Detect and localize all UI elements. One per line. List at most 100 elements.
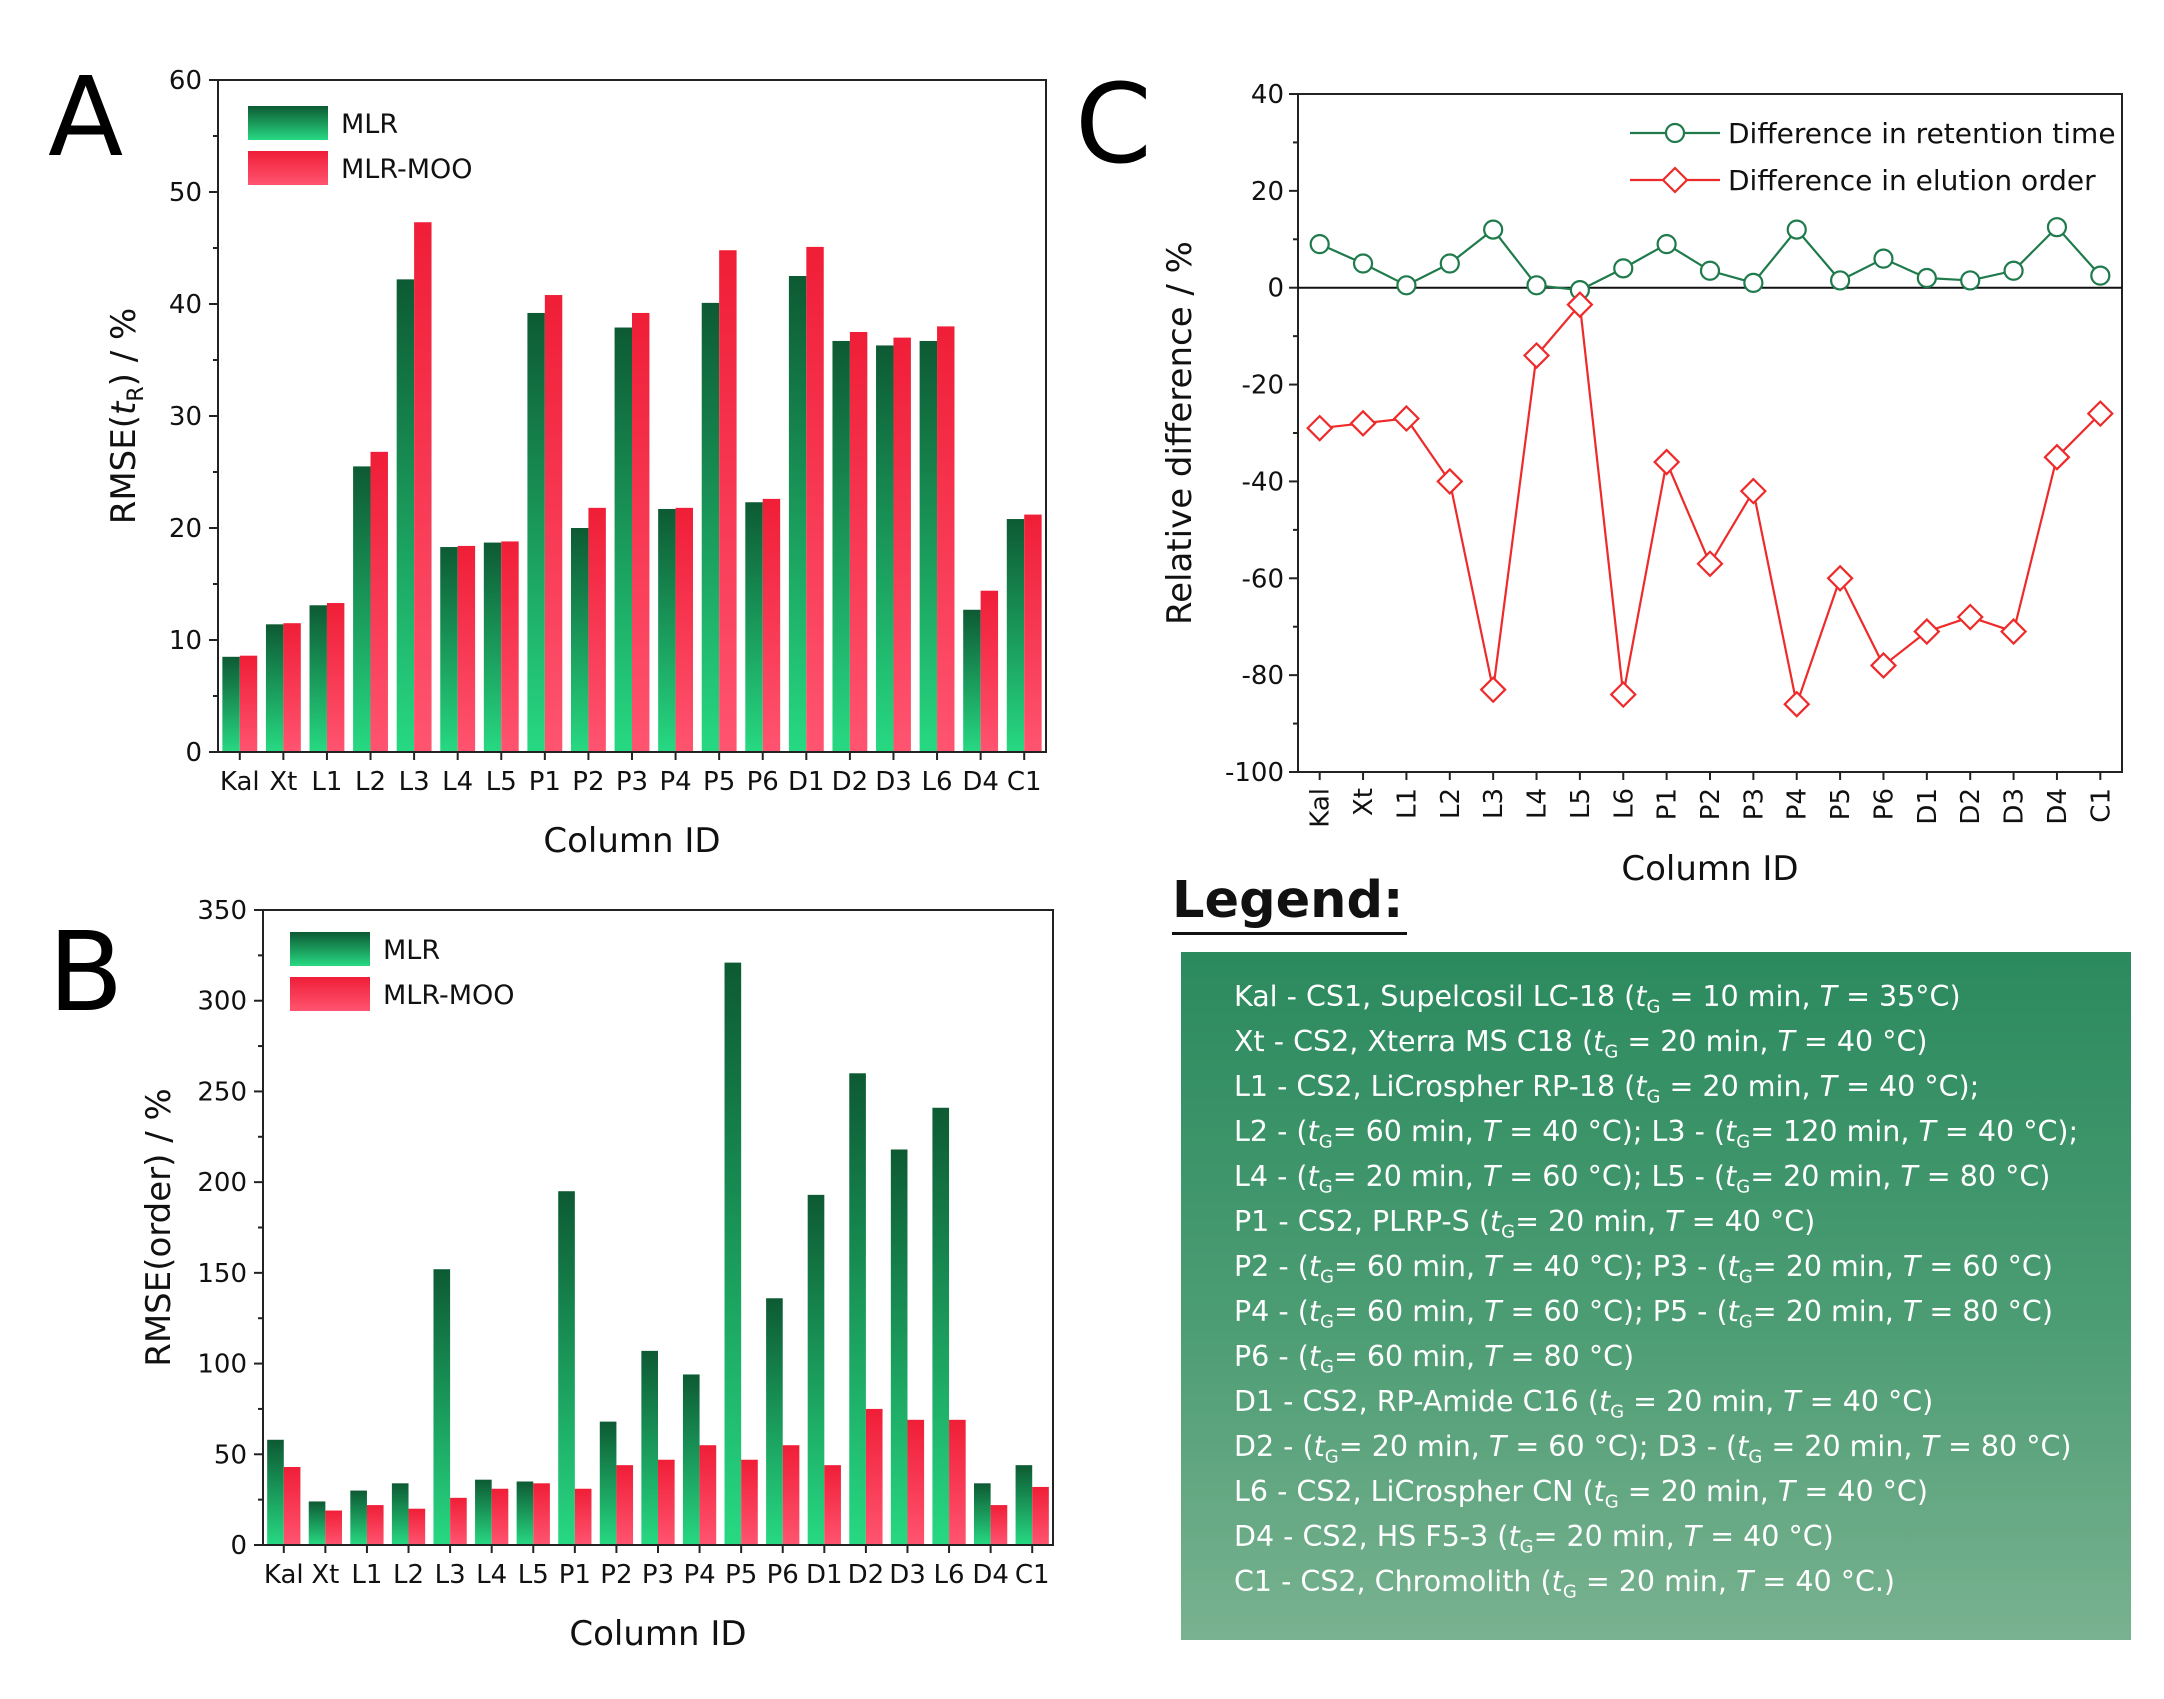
y-tick-label: 200 [197,1168,247,1198]
legend-entry-text: = 20 min, [1762,1430,1922,1463]
x-tick-label: L6 [1609,788,1639,819]
bar-mlr-l1 [350,1490,367,1545]
legend-entry-subscript: G [1736,1176,1751,1198]
legend-entry: C1 - CS2, Chromolith (tG = 20 min, T = 4… [1234,1559,2131,1604]
bar-mlr-moo-d4 [990,1505,1008,1545]
bar-mlr-moo-p4 [675,507,694,752]
legend-entry-text: T [1665,1205,1683,1238]
legend-entry-subscript: G [1610,1401,1625,1423]
bar-mlr-d1 [807,1194,825,1545]
legend-entry: P1 - CS2, PLRP-S (tG= 20 min, T = 40 °C) [1234,1199,2131,1244]
bar-mlr-moo-p6 [782,1445,800,1545]
point-retention-l2 [1439,253,1460,274]
bar-mlr-l6 [919,340,938,752]
legend-entry-text: = 80 °C) [1938,1430,2072,1463]
x-tick-label: L4 [1523,788,1553,819]
bar-mlr-p3 [614,327,632,752]
bar-mlr-moo-d2 [849,332,868,752]
legend-label: MLR [383,935,440,966]
bar-mlr-moo-p4 [699,1445,717,1545]
point-retention-d2 [1960,270,1981,291]
legend-entry-text: T [1482,1115,1501,1148]
x-tick-label: P3 [1739,788,1769,820]
legend-entry: L4 - (tG= 20 min, T = 60 °C); L5 - (tG= … [1234,1154,2131,1199]
x-tick-label: P5 [703,767,735,797]
legend-swatch-mlr-moo [290,977,370,1011]
x-tick-label: P3 [642,1560,674,1590]
legend-title: Legend: [1172,870,1408,935]
legend-entry-text: = 20 min, [1660,1070,1820,1103]
legend-entry-text: T [1921,1430,1939,1463]
legend-entry-text: = 20 min, [1618,1475,1778,1508]
legend-entry-subscript: G [1736,1131,1751,1153]
point-retention-p1 [1656,234,1677,255]
legend-entry-subscript: G [1318,1176,1333,1198]
point-elution-xt [1349,409,1377,437]
x-tick-label: Xt [269,767,297,797]
legend-label: MLR-MOO [383,980,515,1011]
legend-entry: L1 - CS2, LiCrospher RP-18 (tG = 20 min,… [1234,1064,2131,1109]
legend-entry-text: = 40 °C) [1795,1475,1928,1508]
x-tick-label: D1 [806,1560,843,1590]
legend-swatch-mlr-moo [248,151,328,185]
legend-entry-text: = 60 min, [1333,1295,1485,1328]
x-tick-label: P4 [683,1560,715,1590]
y-tick-label: 20 [1251,177,1284,207]
legend-entry-subscript: G [1501,1221,1516,1243]
point-elution-l6 [1609,680,1637,709]
legend-entry-text: t [1635,980,1647,1013]
legend-entry-text: D4 - CS2, HS F5-3 ( [1234,1520,1509,1553]
legend-entry-text: T [1488,1430,1507,1463]
legend-entry-text: = 20 min, [1618,1025,1778,1058]
bar-mlr-d2 [832,340,850,752]
point-elution-l1 [1392,404,1420,433]
bar-mlr-moo-d3 [907,1419,925,1545]
legend-entry-text: = 40 °C); P3 - ( [1501,1250,1728,1283]
legend-entry-text: T [1918,1115,1936,1148]
x-tick-label: C1 [1007,767,1042,797]
bar-mlr-p4 [658,508,676,752]
legend-entry-text: T [1484,1340,1502,1373]
legend-entry: L6 - CS2, LiCrospher CN (tG = 20 min, T … [1234,1469,2131,1514]
bar-mlr-l5 [483,542,502,752]
x-tick-label: P6 [767,1560,799,1590]
x-tick-label: D3 [889,1560,926,1590]
legend-entry-text: t [1593,1475,1605,1508]
bar-mlr-xt [308,1501,326,1545]
point-retention-l3 [1483,219,1504,240]
x-tick-label: D2 [848,1560,885,1590]
legend-entry-text: T [1683,1520,1702,1553]
x-tick-label: L4 [442,767,473,797]
legend-entry-text: t [1593,1025,1605,1058]
x-tick-label: P4 [1783,788,1813,820]
legend-entry-text: t [1308,1250,1321,1283]
y-tick-label: 0 [185,738,202,768]
legend-entry-text: = 20 min, [1332,1160,1483,1193]
legend-entry-text: = 120 min, [1750,1115,1919,1148]
bar-mlr-moo-p3 [658,1459,675,1545]
bar-mlr-moo-l4 [491,1488,509,1545]
bar-mlr-moo-kal [283,1466,301,1545]
chart-b: 0 50 100 150 200 250 300 350 Kal Xt L1 L2 L3 L4 L5 P1 P2… [48,896,1054,1654]
point-retention-p5 [1830,270,1851,291]
legend-entry-text: = 60 min, [1333,1250,1485,1283]
bar-mlr-c1 [1015,1465,1033,1545]
y-axis-title-part: RMSE( [104,415,144,524]
legend-entry-text: T [1482,1160,1501,1193]
bar-mlr-p2 [599,1421,617,1545]
point-retention-d3 [2003,260,2024,281]
x-tick-label: D4 [2043,788,2073,825]
panel-label: A [48,53,123,181]
point-elution-l2 [1436,467,1464,495]
x-tick-label: Xt [311,1560,339,1590]
legend-entry-subscript: G [1738,1266,1753,1288]
x-tick-label: L1 [1392,788,1422,819]
panel-label: B [48,908,123,1036]
legend-entry-subscript: G [1604,1491,1619,1513]
legend-swatch-mlr [290,932,370,966]
bar-mlr-moo-p2 [588,507,606,752]
bar-mlr-moo-d4 [980,590,999,752]
y-tick-label: 100 [197,1350,247,1380]
legend-entry-subscript: G [1646,1086,1661,1108]
